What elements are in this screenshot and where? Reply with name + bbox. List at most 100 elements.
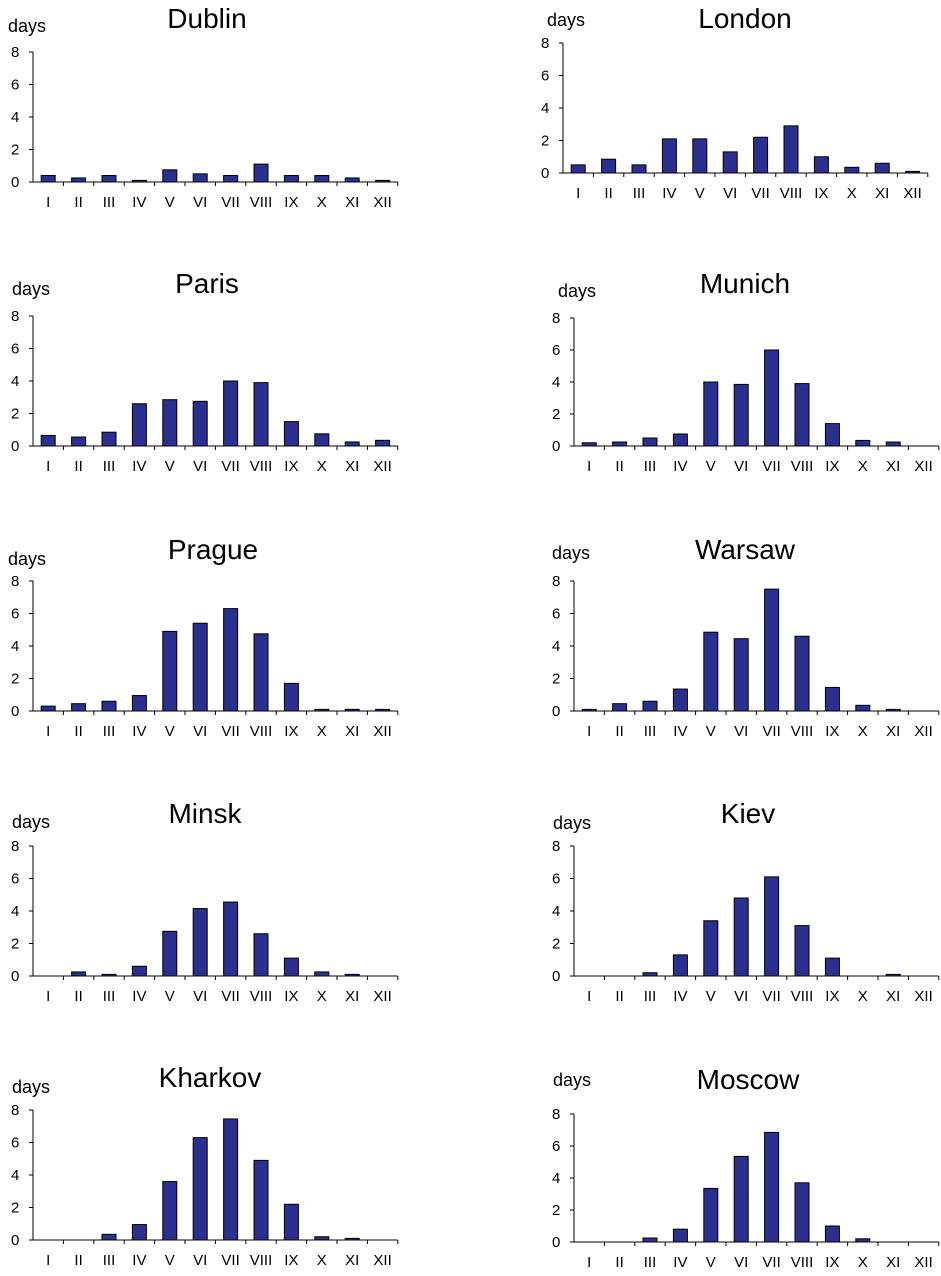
y-tick-label: 8 <box>11 838 19 855</box>
bar-v <box>704 632 718 711</box>
bar-iv <box>673 955 687 976</box>
bar-xi <box>345 1238 359 1240</box>
y-axis-label: days <box>12 812 50 832</box>
bar-vii <box>224 381 238 446</box>
x-tick-label: IX <box>814 185 828 202</box>
bar-iii <box>643 973 657 976</box>
x-tick-label: VI <box>193 723 207 740</box>
x-tick-label: II <box>615 1254 623 1271</box>
x-tick-label: I <box>46 1252 50 1269</box>
chart-title: Minsk <box>168 798 242 829</box>
bar-vi <box>734 639 748 711</box>
bar-vii <box>765 350 779 446</box>
bar-xi <box>345 442 359 446</box>
y-tick-label: 4 <box>11 903 19 920</box>
x-tick-label: X <box>317 1252 327 1269</box>
x-tick-label: I <box>587 458 591 475</box>
x-tick-label: IV <box>662 185 676 202</box>
x-tick-label: XI <box>345 988 359 1005</box>
x-tick-label: X <box>317 723 327 740</box>
chart-title: London <box>698 3 791 34</box>
chart-title: Paris <box>175 268 239 299</box>
y-tick-label: 4 <box>552 374 560 391</box>
y-tick-label: 0 <box>552 968 560 985</box>
y-tick-label: 4 <box>552 903 560 920</box>
y-tick-label: 0 <box>11 703 19 720</box>
x-tick-label: XII <box>373 458 391 475</box>
bar-x <box>856 440 870 446</box>
y-tick-label: 0 <box>552 438 560 455</box>
bar-v <box>163 631 177 711</box>
y-tick-label: 0 <box>11 1232 19 1249</box>
bar-iv <box>132 404 146 446</box>
y-tick-label: 8 <box>552 573 560 590</box>
bar-i <box>582 443 596 446</box>
y-axis-label: days <box>547 10 585 30</box>
x-tick-label: I <box>587 1254 591 1271</box>
y-tick-label: 4 <box>11 109 19 126</box>
x-tick-label: V <box>695 185 705 202</box>
y-tick-label: 4 <box>11 1167 19 1184</box>
bar-iii <box>102 432 116 446</box>
bar-ii <box>613 704 627 711</box>
bar-vii <box>765 1132 779 1242</box>
x-tick-label: II <box>74 194 82 211</box>
x-tick-label: I <box>46 458 50 475</box>
bar-xi <box>345 974 359 976</box>
y-tick-label: 8 <box>11 1102 19 1119</box>
bar-vi <box>193 174 207 182</box>
y-tick-label: 8 <box>552 1106 560 1123</box>
bar-xii <box>376 709 390 711</box>
x-tick-label: II <box>74 988 82 1005</box>
bar-vi <box>193 909 207 976</box>
x-tick-label: VIII <box>250 723 273 740</box>
chart-title: Kiev <box>721 798 775 829</box>
x-tick-label: I <box>576 185 580 202</box>
bar-iii <box>102 701 116 711</box>
x-tick-label: III <box>644 988 657 1005</box>
x-tick-label: II <box>615 723 623 740</box>
y-tick-label: 8 <box>541 35 549 52</box>
bar-ii <box>72 437 86 446</box>
x-tick-label: VIII <box>791 723 814 740</box>
bar-x <box>845 167 859 173</box>
x-tick-label: X <box>858 723 868 740</box>
x-tick-label: III <box>644 1254 657 1271</box>
bar-ix <box>825 958 839 976</box>
x-tick-label: VIII <box>250 194 273 211</box>
x-tick-label: VI <box>193 1252 207 1269</box>
x-tick-label: IV <box>132 1252 146 1269</box>
chart-title: Kharkov <box>159 1062 262 1093</box>
x-tick-label: IX <box>825 723 839 740</box>
bar-iv <box>662 139 676 173</box>
bar-v <box>163 400 177 446</box>
x-tick-label: VIII <box>250 1252 273 1269</box>
bar-iv <box>132 180 146 182</box>
bar-xi <box>886 442 900 446</box>
y-tick-label: 4 <box>11 638 19 655</box>
x-tick-label: II <box>604 185 612 202</box>
y-tick-label: 8 <box>552 838 560 855</box>
x-tick-label: IX <box>284 194 298 211</box>
y-axis-label: days <box>553 813 591 833</box>
x-tick-label: I <box>587 988 591 1005</box>
bar-x <box>856 1239 870 1242</box>
bar-viii <box>254 164 268 182</box>
y-tick-label: 6 <box>11 341 19 358</box>
bar-v <box>704 1188 718 1242</box>
x-tick-label: VII <box>762 988 780 1005</box>
y-tick-label: 2 <box>11 936 19 953</box>
bar-iv <box>673 689 687 711</box>
x-tick-label: I <box>46 194 50 211</box>
x-tick-label: IV <box>132 988 146 1005</box>
chart-title: Moscow <box>697 1064 800 1095</box>
x-tick-label: XII <box>373 988 391 1005</box>
bar-v <box>704 382 718 446</box>
bar-ii <box>72 178 86 182</box>
bar-xi <box>875 163 889 173</box>
